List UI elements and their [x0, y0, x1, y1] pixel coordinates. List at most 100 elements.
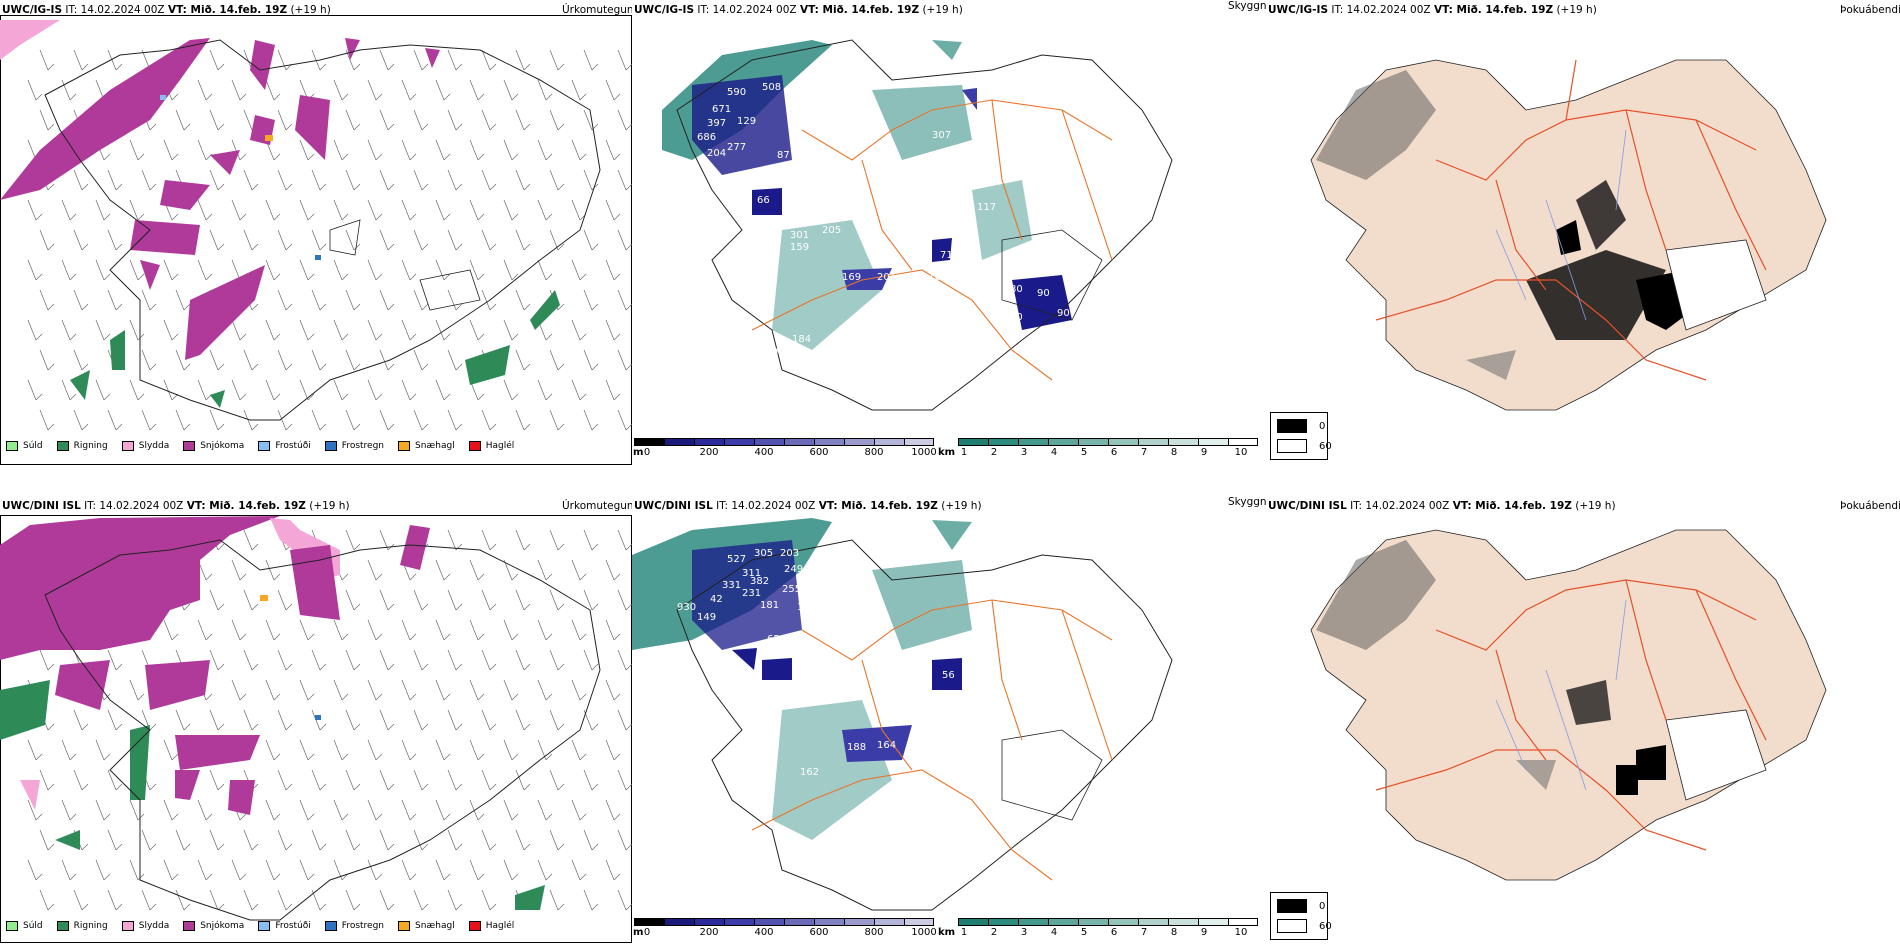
wind-barb: [107, 229, 123, 251]
glacier: [1665, 709, 1767, 801]
snow-area: [290, 545, 340, 620]
wind-barb: [571, 859, 587, 881]
legend-label: 60: [1319, 920, 1332, 932]
colorbar-segment: [1168, 918, 1198, 926]
wind-barb: [61, 199, 77, 221]
legend-item: Snjókoma: [183, 441, 244, 451]
cloud-base-value: 56: [942, 670, 955, 681]
wind-barb: [549, 529, 565, 551]
visibility-colorbar: [958, 918, 1258, 926]
wind-barb: [413, 169, 429, 191]
wind-barb: [141, 289, 157, 311]
visibility-ticks: 1 2 3 4 5 6 7 8 9 10: [958, 927, 1258, 939]
wind-barb: [311, 409, 327, 431]
fog-map: [1310, 59, 1827, 411]
wind-barb: [481, 889, 497, 911]
wind-barb: [345, 829, 361, 851]
cloud-base-value: 71: [940, 250, 953, 261]
legend-label: 0: [1319, 900, 1326, 912]
wind-barb: [299, 379, 315, 401]
cloud-base-value: 277: [727, 142, 746, 153]
wind-barb: [605, 319, 621, 341]
wind-barb: [583, 649, 599, 671]
fog-area: [1576, 180, 1626, 250]
wind-barb: [39, 349, 55, 371]
it-label: IT: 14.02.2024 00Z: [84, 500, 184, 512]
wind-barb: [311, 649, 327, 671]
wind-barb: [265, 379, 281, 401]
cloud-base-value: 408: [847, 170, 866, 181]
precip-type-panel-row1: UWC/IG-IS IT: 14.02.2024 00Z VT: Mið. 14…: [0, 0, 632, 465]
fog-area: [1636, 745, 1666, 780]
wind-barb: [571, 139, 587, 161]
snow-area: [185, 265, 265, 360]
wind-barb: [299, 259, 315, 281]
colorbar-segment: [814, 438, 844, 446]
cloud-base-value: 135: [812, 118, 831, 129]
wind-barb: [333, 859, 349, 881]
wind-barb: [503, 379, 519, 401]
wind-barb: [413, 229, 429, 251]
wind-barb: [209, 349, 225, 371]
wind-barb: [435, 79, 451, 101]
low-cloud-area: [762, 658, 792, 680]
snow-area: [175, 770, 200, 800]
wind-barb: [107, 769, 123, 791]
tick-label: 10: [1234, 927, 1248, 938]
wind-barb: [61, 739, 77, 761]
fog-title: Þokuábendi: [1840, 500, 1900, 512]
roads: [751, 99, 1113, 381]
colorbar-segment: [1078, 438, 1108, 446]
tick-label: 800: [864, 447, 884, 458]
legend-swatch: [324, 921, 337, 931]
wind-barb: [367, 259, 383, 281]
low-visibility-area: [932, 520, 972, 550]
wind-barb: [447, 529, 463, 551]
wind-barb: [583, 289, 599, 311]
wind-barb: [299, 739, 315, 761]
cloud-base-value: 42: [757, 230, 770, 241]
legend-swatch: [1277, 899, 1307, 913]
snow-area: [228, 780, 255, 815]
wind-barb: [333, 199, 349, 221]
colorbar-segment: [1048, 918, 1078, 926]
wind-barb: [617, 409, 632, 431]
wind-barb: [571, 259, 587, 281]
coastline: [44, 539, 601, 921]
wind-barb: [265, 739, 281, 761]
wind-barb: [447, 349, 463, 371]
fog-area: [1616, 765, 1638, 795]
wind-barb: [447, 229, 463, 251]
low-visibility-area: [872, 85, 972, 160]
legend-label: Súld: [23, 441, 43, 451]
colorbar-segment: [1228, 918, 1258, 926]
wind-barb: [231, 679, 247, 701]
wind-barb: [265, 679, 281, 701]
colorbar-segment: [784, 438, 814, 446]
tick-label: 2: [990, 927, 998, 938]
wind-barb: [197, 859, 213, 881]
wind-barb: [73, 229, 89, 251]
wind-barb: [617, 709, 632, 731]
tick-label: 7: [1140, 927, 1148, 938]
wind-barb: [243, 649, 259, 671]
wind-barb: [367, 199, 383, 221]
cloud-base-value: 590: [727, 87, 746, 98]
cloud-base-value: 205: [822, 225, 841, 236]
legend-label: Frostregn: [341, 441, 385, 451]
legend-swatch: [258, 921, 271, 931]
wind-barb: [197, 799, 213, 821]
wind-barb: [175, 349, 191, 371]
wind-barb: [27, 859, 43, 881]
wind-barb: [311, 169, 327, 191]
wind-barb: [549, 649, 565, 671]
wind-barb: [299, 799, 315, 821]
wind-barb: [107, 49, 123, 71]
rain-area: [465, 345, 510, 385]
tick-label: 400: [754, 927, 774, 938]
wind-barb: [549, 49, 565, 71]
wind-barb: [333, 679, 349, 701]
wind-barb: [583, 229, 599, 251]
fog-legend-item: 60: [1277, 439, 1332, 453]
legend-item: Súld: [6, 921, 43, 931]
